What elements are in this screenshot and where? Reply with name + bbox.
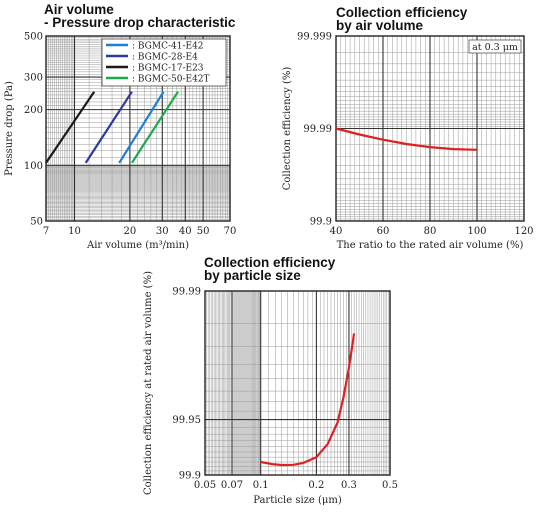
x-tick-label: 30 (156, 226, 169, 237)
x-tick-label: 0.2 (308, 480, 324, 491)
plot-background (205, 291, 390, 475)
x-axis-label: Air volume (m³/min) (86, 240, 189, 251)
plot-frame (45, 35, 231, 222)
y-tick-label: 200 (24, 105, 43, 116)
x-tick-label: 40 (179, 226, 192, 237)
y-axis-label: Pressure drop (Pa) (4, 81, 15, 176)
legend-label: : BGMC-50-E42T (132, 75, 210, 85)
y-tick-label: 500 (24, 32, 43, 43)
x-axis-label: Particle size (μm) (253, 495, 342, 506)
y-tick-label: 99.9 (310, 217, 332, 228)
y-tick-label: 99.9 (179, 471, 201, 482)
x-tick-label: 70 (224, 226, 237, 237)
annotation-text: at 0.3 μm (472, 42, 518, 53)
x-tick-label: 60 (377, 226, 390, 237)
legend-label: : BGMC-41-E42 (132, 42, 204, 52)
legend-label: : BGMC-17-E23 (132, 64, 204, 74)
chart3-title: Collection efficiency by particle size (204, 255, 336, 283)
y-tick-label: 300 (24, 73, 43, 84)
x-tick-label: 0.5 (382, 480, 398, 491)
y-axis-label: Collection efficiency (%) (282, 67, 293, 191)
x-tick-label: 0.07 (221, 480, 243, 491)
series-line-bgmc-41-e42 (118, 91, 165, 164)
x-tick-label: 0.3 (341, 480, 357, 491)
x-tick-label: 40 (330, 226, 343, 237)
series-line-bgmc-17-e23 (45, 91, 96, 164)
x-tick-label: 80 (424, 226, 437, 237)
chart2-title-line2: by air volume (336, 18, 424, 33)
series-line-bgmc-28-e4 (84, 91, 133, 164)
y-tick-label: 99.99 (172, 287, 201, 298)
chart2-title-line1: Collection efficiency (336, 5, 468, 20)
x-tick-label: 20 (124, 226, 137, 237)
annotation-box (468, 39, 522, 54)
x-tick-label: 100 (467, 226, 486, 237)
chart1-title: Air volume - Pressure drop characteristi… (44, 2, 236, 30)
chart1-title-line1: Air volume (44, 2, 114, 17)
x-tick-label: 50 (197, 226, 210, 237)
series-line-particle (260, 333, 356, 467)
x-tick-label: 10 (68, 226, 81, 237)
y-tick-label: 100 (24, 161, 43, 172)
chart2-title: Collection efficiency by air volume (336, 5, 468, 33)
x-axis-label: The ratio to the rated air volume (%) (337, 240, 524, 251)
legend-label: : BGMC-28-E4 (132, 53, 198, 63)
series-line-bgmc-50-e42t (130, 91, 179, 164)
y-tick-label: 99.99 (303, 124, 332, 135)
y-tick-label: 50 (30, 217, 43, 228)
chart3-title-line2: by particle size (204, 268, 301, 283)
y-tick-label: 99.95 (172, 415, 201, 426)
y-axis-label: Collection efficiency at rated air volum… (143, 271, 154, 495)
y-tick-label: 99.999 (297, 32, 332, 43)
x-tick-label: 120 (514, 226, 533, 237)
plot-frame (204, 290, 391, 476)
x-tick-label: 7 (43, 226, 49, 237)
x-tick-label: 0.1 (253, 480, 269, 491)
chart1-title-line2: - Pressure drop characteristic (44, 15, 236, 30)
series-line-efficiency (335, 127, 478, 151)
x-tick-label: 0.05 (194, 480, 216, 491)
chart3-title-line1: Collection efficiency (204, 255, 336, 270)
